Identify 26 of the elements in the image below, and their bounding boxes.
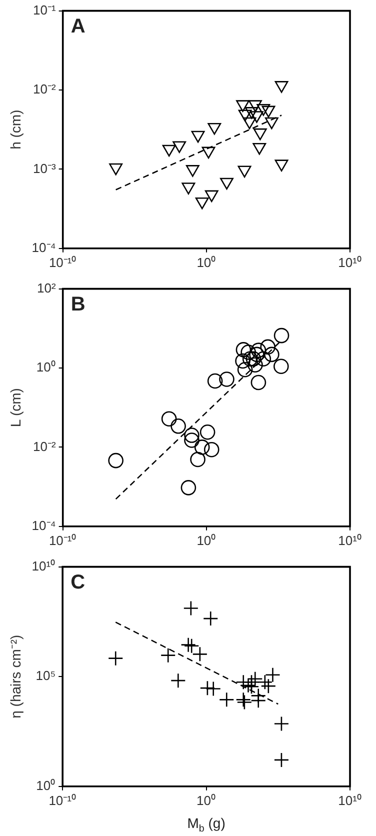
y-tick-label: 10⁻² xyxy=(33,438,57,454)
y-tick-label: 10⁻¹ xyxy=(33,2,57,18)
x-tick-label: 10⁻¹⁰ xyxy=(48,532,77,548)
x-tick-label: 10¹⁰ xyxy=(338,254,362,270)
y-tick-label: 10⁵ xyxy=(36,668,56,684)
x-tick-label: 10⁰ xyxy=(196,792,216,808)
y-tick-label: 10⁻² xyxy=(33,82,57,97)
x-tick-label: 10⁰ xyxy=(196,254,216,270)
x-tick-label: 10¹⁰ xyxy=(338,792,362,808)
x-tick-label: 10⁻¹⁰ xyxy=(48,792,76,808)
chart-title: A xyxy=(70,15,86,38)
y-axis-title: L (cm) xyxy=(7,388,24,428)
y-axis-title: h (cm) xyxy=(7,110,24,150)
y-tick-label: 10⁻⁴ xyxy=(32,240,56,255)
y-tick-label: 10⁻⁴ xyxy=(32,518,56,533)
y-tick-label: 10¹⁰ xyxy=(32,558,56,574)
y-axis-title: η (hairs cm⁻²) xyxy=(7,634,24,718)
y-tick-label: 10⁰ xyxy=(36,360,56,375)
chart-title: B xyxy=(70,293,86,316)
x-tick-label: 10⁰ xyxy=(196,532,216,548)
chart-title: C xyxy=(70,571,86,594)
y-tick-label: 10² xyxy=(37,280,57,296)
x-tick-label: 10⁻¹⁰ xyxy=(48,254,77,270)
y-tick-label: 10⁻³ xyxy=(33,160,57,176)
y-tick-label: 10⁰ xyxy=(36,778,56,793)
x-tick-label: 10¹⁰ xyxy=(338,532,362,548)
